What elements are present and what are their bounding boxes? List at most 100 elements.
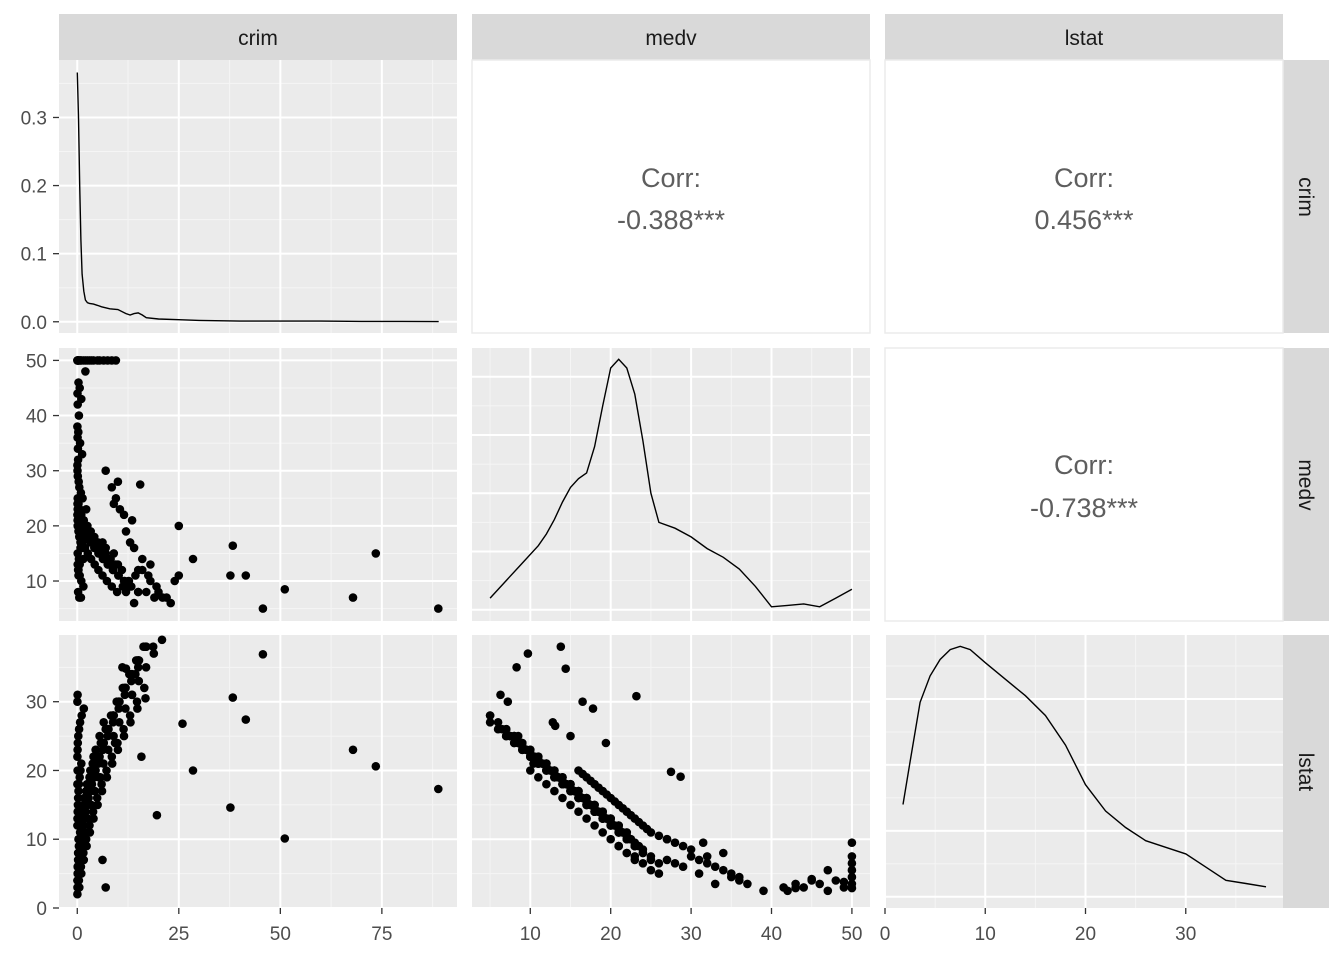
data-point <box>702 859 712 868</box>
data-point <box>348 593 358 602</box>
x-tick-label: 25 <box>168 924 189 945</box>
data-point <box>76 855 85 865</box>
data-point <box>74 411 84 420</box>
data-point <box>727 872 736 882</box>
data-point <box>127 582 136 591</box>
data-point <box>73 883 83 892</box>
data-point <box>113 745 123 755</box>
data-point <box>74 786 83 796</box>
data-point <box>226 803 235 812</box>
data-point <box>115 505 125 514</box>
data-point <box>73 862 83 871</box>
data-point <box>138 554 147 564</box>
data-point <box>73 779 82 789</box>
data-point <box>108 565 118 575</box>
data-point <box>81 505 91 514</box>
data-point <box>582 793 591 803</box>
data-point <box>634 841 644 851</box>
data-point <box>493 718 503 727</box>
data-point <box>77 394 86 404</box>
data-point <box>188 766 198 775</box>
data-point <box>73 745 82 755</box>
data-point <box>622 828 632 837</box>
data-point <box>76 543 85 553</box>
panel-scatter-lstat-crim <box>59 635 457 909</box>
data-point <box>112 587 122 597</box>
data-point <box>526 745 535 755</box>
data-point <box>75 718 85 727</box>
data-point <box>710 879 720 889</box>
y-tick-label: 40 <box>26 407 47 428</box>
data-point <box>241 571 251 580</box>
data-point <box>501 724 511 734</box>
data-point <box>137 752 146 761</box>
data-point <box>75 848 84 858</box>
axes: 0.0 0.1 0.2 0.3 10 20 30 40 50 0 10 20 30 0 25 50 75 10 20… <box>21 108 1197 945</box>
data-point <box>77 759 86 768</box>
data-point <box>99 738 108 748</box>
data-point <box>81 807 90 816</box>
data-point <box>110 738 120 748</box>
data-point <box>823 865 833 875</box>
data-point <box>96 773 105 782</box>
data-point <box>566 731 575 741</box>
data-point <box>839 877 849 887</box>
data-point <box>434 784 443 794</box>
y-tick-label: 50 <box>26 351 47 372</box>
data-point <box>99 759 108 768</box>
data-point <box>799 883 808 892</box>
corr-panel-border <box>471 59 871 334</box>
corr-panel-border <box>884 347 1284 622</box>
data-point <box>561 664 570 673</box>
data-point <box>678 862 688 871</box>
data-point <box>228 693 238 702</box>
data-point <box>513 731 523 741</box>
data-point <box>73 766 82 775</box>
data-point <box>646 852 656 861</box>
panel-corr-crim-medv: Corr: -0.388*** <box>471 59 871 334</box>
data-point <box>107 483 117 492</box>
data-point <box>127 516 137 525</box>
panel-crim-density <box>59 60 457 333</box>
data-point <box>632 691 641 701</box>
y-tick-label: 30 <box>26 693 47 714</box>
data-point <box>598 807 607 816</box>
data-point <box>226 571 235 580</box>
data-point <box>133 663 143 672</box>
data-point <box>120 690 130 700</box>
x-tick-label: 75 <box>371 924 392 945</box>
y-tick-label: 20 <box>26 761 47 782</box>
data-point <box>646 865 656 875</box>
data-point <box>80 828 90 837</box>
data-point <box>566 779 575 789</box>
data-point <box>666 767 676 777</box>
data-point <box>550 786 559 796</box>
data-point <box>371 549 381 558</box>
data-point <box>73 738 83 748</box>
data-point <box>87 779 96 789</box>
data-point <box>503 697 513 706</box>
data-point <box>518 738 527 748</box>
x-tick-label: 10 <box>975 924 996 945</box>
data-point <box>115 718 124 727</box>
data-point <box>108 718 118 727</box>
data-point <box>588 704 598 713</box>
data-point <box>280 834 290 843</box>
corr-value: 0.456*** <box>1034 205 1134 235</box>
data-point <box>241 715 251 724</box>
data-point <box>496 690 505 700</box>
data-point <box>113 477 123 487</box>
data-point <box>485 718 495 727</box>
data-point <box>102 576 112 586</box>
data-point <box>174 521 184 531</box>
data-point <box>558 793 567 803</box>
data-point <box>78 841 88 851</box>
data-point <box>534 752 543 761</box>
data-point <box>550 766 559 775</box>
data-point <box>590 821 599 830</box>
data-point <box>101 883 110 892</box>
panel-scatter-lstat-medv <box>472 635 870 909</box>
data-point <box>104 745 113 755</box>
data-point <box>614 841 623 851</box>
data-point <box>79 704 89 713</box>
